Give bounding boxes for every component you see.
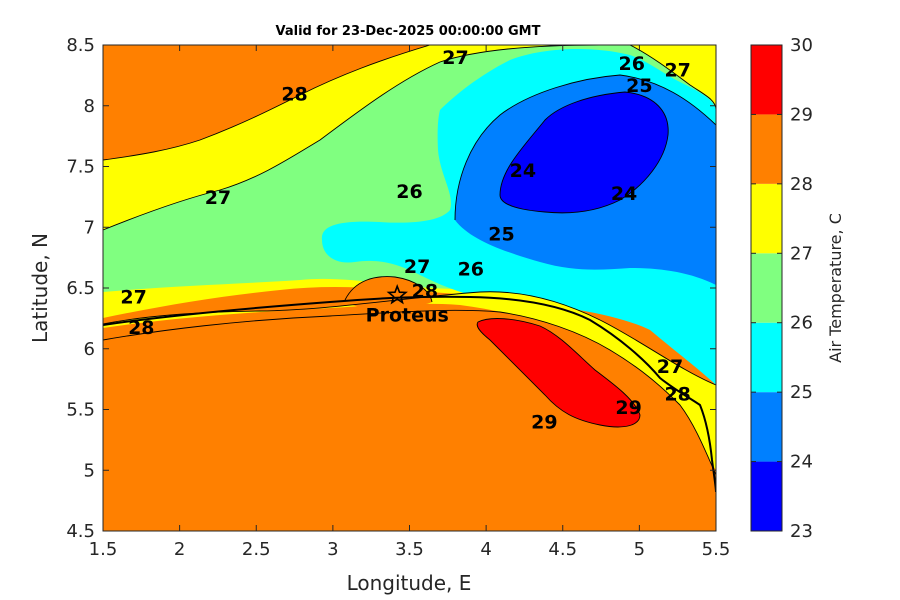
contour-label: 29 xyxy=(615,397,641,419)
colorbar-swatch xyxy=(751,392,782,462)
x-tick-label: 5 xyxy=(634,539,645,560)
colorbar-tick-label: 24 xyxy=(790,452,813,473)
coastline xyxy=(103,295,716,493)
x-tick-label: 3 xyxy=(327,539,338,560)
region-23-core xyxy=(500,92,669,213)
colorbar xyxy=(751,45,782,531)
colorbar-swatch xyxy=(751,253,782,323)
y-axis-ticks: 4.5 5 5.5 6 6.5 7 7.5 8 8.5 xyxy=(66,35,716,542)
contour-label: 28 xyxy=(128,317,154,339)
contour-label: 27 xyxy=(205,187,231,209)
x-tick-label: 1.5 xyxy=(89,539,118,560)
region-29-hotspot xyxy=(477,318,640,427)
y-tick-label: 6 xyxy=(84,339,95,360)
colorbar-tick-label: 26 xyxy=(790,313,813,334)
x-tick-label: 4 xyxy=(480,539,491,560)
contour-lines xyxy=(103,45,716,476)
contour-label: 25 xyxy=(626,75,652,97)
colorbar-ticks: 23 24 25 26 27 28 29 30 xyxy=(751,35,813,542)
contour-label: 27 xyxy=(664,59,690,81)
location-markers: Proteus xyxy=(366,284,449,326)
colorbar-swatch xyxy=(751,114,782,184)
contour-label: 28 xyxy=(281,84,307,106)
colorbar-tick-label: 28 xyxy=(790,174,813,195)
y-tick-label: 8.5 xyxy=(66,35,95,56)
colorbar-swatch xyxy=(751,183,782,254)
x-tick-label: 2 xyxy=(174,539,185,560)
colorbar-swatch xyxy=(751,45,782,115)
contour-label: 27 xyxy=(657,356,683,378)
x-tick-label: 5.5 xyxy=(702,539,731,560)
station-label: Proteus xyxy=(366,304,449,326)
contour-label: 26 xyxy=(396,181,422,203)
temperature-field xyxy=(103,45,716,531)
x-axis-label: Longitude, E xyxy=(347,571,472,595)
y-tick-label: 5 xyxy=(84,460,95,481)
contour-label: 25 xyxy=(488,223,514,245)
station-star-icon xyxy=(386,284,408,305)
colorbar-tick-label: 23 xyxy=(790,521,813,542)
colorbar-swatch xyxy=(751,461,782,531)
y-tick-label: 7 xyxy=(84,217,95,238)
contour-label: 27 xyxy=(120,287,146,309)
contour-label: 28 xyxy=(664,384,690,406)
chart-title: Valid for 23-Dec-2025 00:00:00 GMT xyxy=(276,24,541,39)
x-tick-label: 3.5 xyxy=(395,539,424,560)
y-tick-label: 7.5 xyxy=(66,157,95,178)
x-axis-ticks: 1.5 2 2.5 3 3.5 4 4.5 5 5.5 xyxy=(89,45,731,560)
colorbar-swatch xyxy=(751,322,782,393)
y-tick-label: 6.5 xyxy=(66,278,95,299)
y-tick-label: 4.5 xyxy=(66,521,95,542)
colorbar-tick-label: 29 xyxy=(790,104,813,125)
contour-label: 24 xyxy=(510,160,536,182)
colorbar-tick-label: 30 xyxy=(790,35,813,56)
contour-label: 28 xyxy=(412,280,438,302)
x-tick-label: 4.5 xyxy=(548,539,577,560)
colorbar-frame xyxy=(750,44,783,532)
contour-label: 27 xyxy=(442,47,468,69)
contour-label: 27 xyxy=(404,256,430,278)
contour-label: 26 xyxy=(618,53,644,75)
y-tick-label: 8 xyxy=(84,96,95,117)
x-tick-label: 2.5 xyxy=(242,539,271,560)
y-tick-label: 5.5 xyxy=(66,400,95,421)
colorbar-tick-label: 25 xyxy=(790,382,813,403)
y-axis-label: Latitude, N xyxy=(28,233,52,343)
colorbar-tick-label: 27 xyxy=(790,243,813,264)
colorbar-label: Air Temperature, C xyxy=(826,213,845,363)
contour-label: 26 xyxy=(458,259,484,281)
contour-label: 29 xyxy=(531,412,557,434)
contour-label: 24 xyxy=(611,183,637,205)
